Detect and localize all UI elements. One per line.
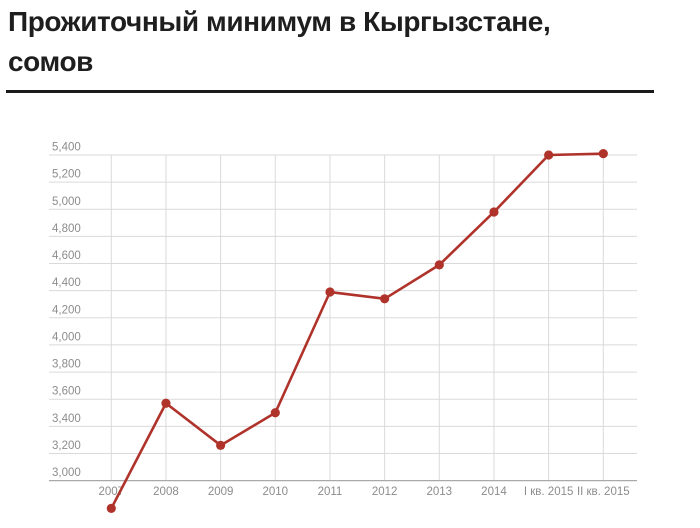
y-axis-tick-label: 4,600 xyxy=(52,250,81,262)
y-axis-tick-label: 4,400 xyxy=(52,277,81,289)
title-divider xyxy=(6,90,654,93)
data-point xyxy=(598,149,608,159)
y-axis-tick-label: 5,000 xyxy=(52,196,81,208)
x-axis-tick-label: 2011 xyxy=(318,486,343,498)
y-axis-tick-label: 3,600 xyxy=(52,386,81,398)
data-point xyxy=(489,207,499,217)
data-line xyxy=(110,152,605,510)
y-axis-tick-label: 3,400 xyxy=(52,413,81,425)
x-axis-tick-label: 2013 xyxy=(427,486,453,498)
x-axis-tick-label: 2009 xyxy=(208,486,234,498)
x-axis-tick-label: 2010 xyxy=(263,486,289,498)
x-axis-tick-label: I кв. 2015 xyxy=(524,486,574,498)
data-point xyxy=(434,260,444,270)
data-point xyxy=(380,294,390,304)
y-axis-tick-label: 5,200 xyxy=(52,169,81,181)
x-axis-tick-label: II кв. 2015 xyxy=(577,486,630,498)
page-title-line-1: Прожиточный минимум в Кыргызстане, xyxy=(8,6,551,37)
page-title: Прожиточный минимум в Кыргызстане, сомов xyxy=(8,2,668,82)
page-title-line-2: сомов xyxy=(8,46,93,77)
y-axis-tick-label: 4,200 xyxy=(52,304,81,316)
data-point xyxy=(325,287,335,297)
x-axis-tick-label: 2012 xyxy=(372,486,398,498)
y-axis-tick-label: 3,200 xyxy=(52,440,81,452)
data-point xyxy=(161,398,171,408)
data-point xyxy=(544,150,554,160)
x-axis-tick-label: 2008 xyxy=(153,486,179,498)
data-point xyxy=(270,408,280,418)
y-axis-tick-label: 4,000 xyxy=(52,331,81,343)
data-point xyxy=(106,503,116,514)
x-axis-tick-label: 2014 xyxy=(481,486,507,498)
data-point xyxy=(216,440,226,450)
y-axis-tick-label: 3,800 xyxy=(52,359,81,371)
y-axis-tick-label: 4,800 xyxy=(52,223,81,235)
y-axis-tick-label: 5,400 xyxy=(52,142,81,154)
y-axis-tick-label: 3,000 xyxy=(52,467,81,479)
